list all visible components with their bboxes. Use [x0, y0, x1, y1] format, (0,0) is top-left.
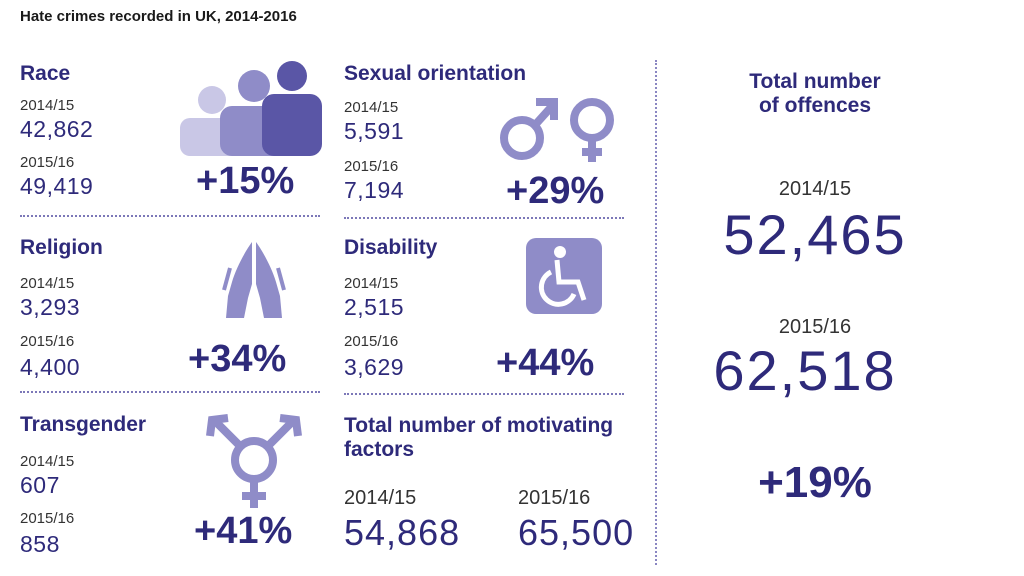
sexual-orientation-value-2014: 5,591: [344, 118, 405, 144]
motivating-factors-period-2: 2015/16: [518, 487, 591, 509]
race-period-2: 2015/16: [20, 154, 75, 171]
separator-race: [20, 215, 320, 217]
people-icon: [180, 61, 322, 156]
disability-period-2: 2015/16: [344, 333, 399, 350]
gender-symbols-icon: [500, 98, 614, 162]
motivating-factors-period-1: 2014/15: [344, 487, 417, 509]
total-offences-period-1: 2014/15: [778, 178, 852, 200]
race-period-1: 2014/15: [20, 97, 75, 114]
separator-sexual-orientation: [344, 217, 624, 219]
transgender-change: +41%: [194, 510, 293, 552]
transgender-period-1: 2014/15: [20, 453, 75, 470]
religion-value-2015: 4,400: [20, 354, 81, 380]
race-change: +15%: [196, 160, 295, 202]
sexual-orientation-period-2: 2015/16: [344, 158, 399, 175]
page-title: Hate crimes recorded in UK, 2014-2016: [20, 8, 297, 25]
vertical-separator: [655, 60, 657, 565]
category-disability-label: Disability: [344, 236, 438, 259]
race-value-2014: 42,862: [20, 116, 94, 142]
race-value-2015: 49,419: [20, 173, 94, 199]
praying-hands-icon: [222, 242, 286, 318]
disability-change: +44%: [496, 342, 595, 384]
motivating-factors-value-2015: 65,500: [518, 512, 635, 553]
category-religion-label: Religion: [20, 236, 103, 259]
total-offences-heading-line2: of offences: [758, 94, 871, 117]
separator-disability: [344, 393, 624, 395]
motivating-factors-heading: Total number of motivating factors: [344, 414, 614, 461]
total-offences-change: +19%: [758, 458, 872, 507]
category-sexual-orientation-label: Sexual orientation: [344, 62, 527, 85]
transgender-value-2015: 858: [20, 531, 60, 557]
total-offences-heading-line1: Total number: [749, 70, 881, 93]
transgender-value-2014: 607: [20, 472, 60, 498]
category-transgender-label: Transgender: [20, 413, 147, 436]
religion-value-2014: 3,293: [20, 294, 81, 320]
disability-value-2014: 2,515: [344, 294, 405, 320]
wheelchair-icon: [526, 238, 602, 314]
total-offences-heading: Total number of offences: [690, 70, 940, 118]
total-offences-value-2014: 52,465: [723, 203, 907, 266]
sexual-orientation-period-1: 2014/15: [344, 99, 399, 116]
disability-value-2015: 3,629: [344, 354, 405, 380]
category-race-label: Race: [20, 62, 71, 85]
total-offences-value-2015: 62,518: [713, 339, 897, 402]
religion-period-1: 2014/15: [20, 275, 75, 292]
sexual-orientation-value-2015: 7,194: [344, 177, 405, 203]
religion-period-2: 2015/16: [20, 333, 75, 350]
religion-change: +34%: [188, 338, 287, 380]
sexual-orientation-change: +29%: [506, 170, 605, 212]
motivating-factors-value-2014: 54,868: [344, 512, 461, 553]
separator-religion: [20, 391, 320, 393]
disability-period-1: 2014/15: [344, 275, 399, 292]
transgender-period-2: 2015/16: [20, 510, 75, 527]
total-offences-period-2: 2015/16: [778, 316, 852, 338]
transgender-icon: [206, 414, 302, 508]
